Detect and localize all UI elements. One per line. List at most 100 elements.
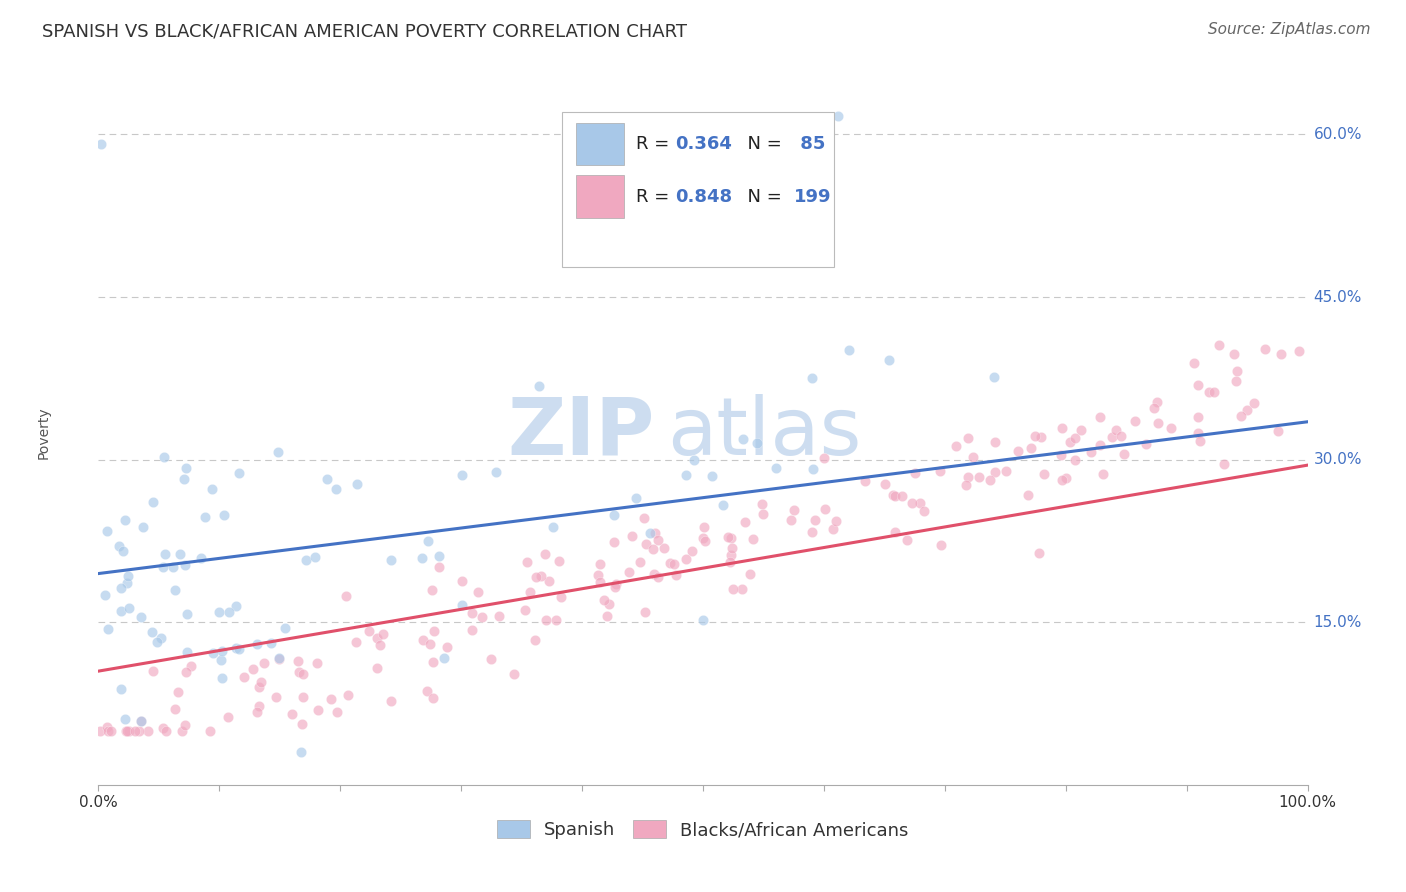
Text: 30.0%: 30.0% — [1313, 452, 1362, 467]
Point — [638, 526, 661, 541]
Point — [173, 472, 195, 486]
Point — [537, 574, 560, 589]
Point — [634, 606, 657, 620]
Point — [129, 610, 152, 624]
Point — [827, 109, 849, 123]
Point — [804, 512, 827, 526]
Point — [929, 465, 952, 479]
Point — [1059, 434, 1081, 449]
Point — [603, 534, 626, 549]
Point — [1230, 409, 1253, 424]
Point — [416, 684, 439, 698]
Point — [752, 507, 775, 521]
Point — [346, 476, 368, 491]
Point — [543, 520, 565, 534]
Point — [1236, 403, 1258, 417]
Point — [734, 515, 756, 529]
Point — [1050, 448, 1073, 462]
Point — [107, 539, 129, 553]
Point — [1050, 420, 1073, 434]
Point — [882, 488, 904, 502]
Point — [162, 559, 184, 574]
Point — [451, 468, 474, 483]
Point — [1101, 430, 1123, 444]
Point — [586, 567, 609, 582]
Point — [515, 603, 537, 617]
Point — [411, 550, 433, 565]
Point — [228, 642, 250, 657]
Point — [813, 450, 835, 465]
Legend: Spanish, Blacks/African Americans: Spanish, Blacks/African Americans — [491, 813, 915, 847]
Point — [717, 530, 740, 544]
Text: 60.0%: 60.0% — [1313, 127, 1362, 142]
Point — [873, 476, 896, 491]
Point — [316, 472, 339, 486]
Point — [167, 685, 190, 699]
Point — [359, 624, 381, 638]
Point — [658, 556, 681, 570]
Point — [174, 461, 197, 475]
Point — [824, 514, 846, 528]
Point — [1187, 410, 1209, 425]
Point — [485, 465, 508, 479]
Point — [607, 165, 630, 179]
Point — [967, 470, 990, 484]
Point — [711, 499, 734, 513]
Point — [250, 674, 273, 689]
Point — [1213, 457, 1236, 471]
Point — [1198, 384, 1220, 399]
Point — [153, 547, 176, 561]
Point — [519, 584, 541, 599]
Point — [321, 692, 343, 706]
Point — [979, 473, 1001, 487]
Point — [259, 636, 281, 650]
Text: N =: N = — [735, 187, 787, 205]
Point — [693, 520, 716, 534]
Point — [211, 643, 233, 657]
Point — [1123, 415, 1146, 429]
Text: R =: R = — [637, 187, 675, 205]
Point — [675, 552, 697, 566]
Point — [292, 690, 315, 704]
Point — [782, 502, 804, 516]
Text: 85: 85 — [793, 135, 825, 153]
Point — [516, 555, 538, 569]
Point — [1254, 342, 1277, 356]
Point — [1223, 346, 1246, 360]
Point — [1146, 394, 1168, 409]
Point — [173, 718, 195, 732]
Point — [589, 575, 612, 590]
Point — [1160, 421, 1182, 435]
Point — [527, 379, 550, 393]
Point — [1080, 445, 1102, 459]
Point — [225, 599, 247, 613]
Point — [246, 637, 269, 651]
Point — [983, 370, 1005, 384]
Point — [266, 690, 288, 705]
Point — [692, 613, 714, 627]
Point — [291, 666, 314, 681]
Point — [110, 681, 132, 696]
Point — [97, 723, 120, 738]
Point — [366, 661, 388, 675]
Point — [721, 541, 744, 555]
Point — [779, 513, 801, 527]
Point — [838, 343, 860, 357]
Point — [146, 635, 169, 649]
Point — [94, 588, 117, 602]
Point — [813, 502, 835, 516]
Point — [247, 680, 270, 694]
Point — [267, 445, 290, 459]
Point — [1188, 434, 1211, 449]
Point — [131, 520, 153, 534]
Point — [436, 640, 458, 654]
Point — [190, 550, 212, 565]
Point — [1007, 444, 1029, 458]
Point — [163, 583, 186, 598]
Text: Source: ZipAtlas.com: Source: ZipAtlas.com — [1208, 22, 1371, 37]
Point — [884, 489, 907, 503]
Point — [1028, 546, 1050, 560]
Point — [242, 661, 264, 675]
Point — [1187, 425, 1209, 440]
FancyBboxPatch shape — [576, 176, 624, 218]
